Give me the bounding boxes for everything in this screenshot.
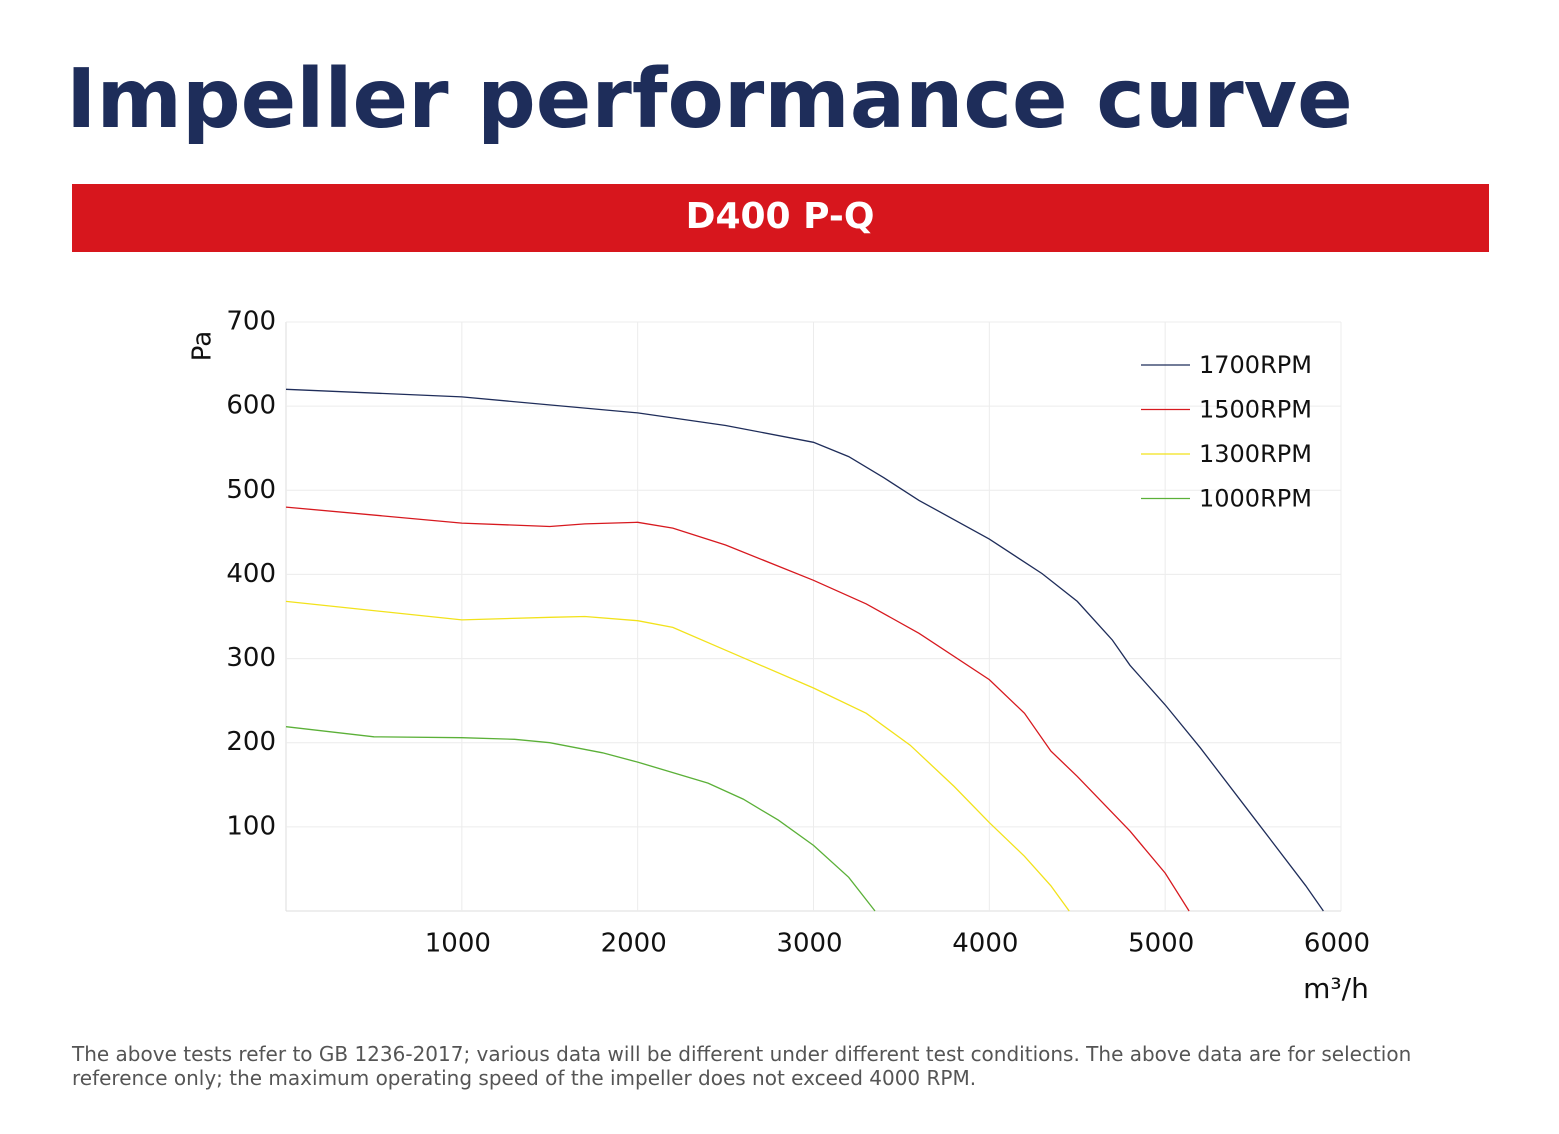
- y-tick-label: 300: [226, 643, 276, 673]
- chart-subtitle: D400 P-Q: [686, 196, 875, 237]
- footnote: The above tests refer to GB 1236-2017; v…: [71, 1042, 1411, 1066]
- x-tick-label: 2000: [601, 929, 667, 959]
- x-tick-label: 1000: [425, 929, 491, 959]
- y-tick-label: 400: [226, 559, 276, 589]
- legend-label: 1700RPM: [1199, 351, 1312, 379]
- series-line: [285, 388, 1324, 912]
- legend-label: 1000RPM: [1199, 485, 1312, 513]
- banner: [72, 184, 1489, 252]
- y-tick-label: 500: [226, 475, 276, 505]
- chart-title: Impeller performance curve: [66, 52, 1353, 147]
- x-axis-label: m³/h: [1303, 972, 1369, 1005]
- series-line: [285, 600, 1070, 912]
- y-tick-label: 200: [226, 727, 276, 757]
- series-line: [285, 506, 1190, 912]
- y-tick-label: 700: [226, 307, 276, 337]
- y-axis-label: Pa: [188, 331, 218, 361]
- series-line: [285, 726, 876, 912]
- x-tick-label: 4000: [952, 929, 1018, 959]
- legend-label: 1500RPM: [1199, 396, 1312, 424]
- x-tick-label: 3000: [776, 929, 842, 959]
- x-tick-label: 6000: [1304, 929, 1370, 959]
- legend-label: 1300RPM: [1199, 440, 1312, 468]
- y-tick-label: 100: [226, 811, 276, 841]
- footnote: reference only; the maximum operating sp…: [72, 1066, 976, 1090]
- y-tick-label: 600: [226, 391, 276, 421]
- x-tick-label: 5000: [1128, 929, 1194, 959]
